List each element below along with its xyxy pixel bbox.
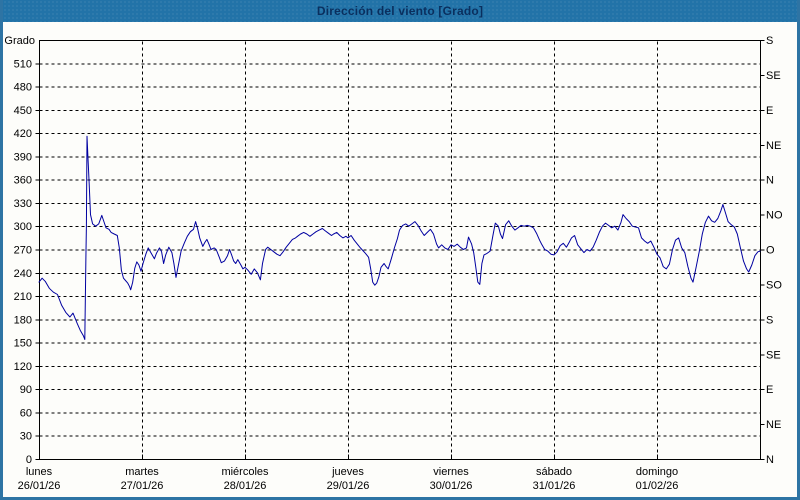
day-name-label: martes — [125, 466, 159, 478]
y-tick-label: 450 — [14, 105, 32, 117]
y-tick-label: 0 — [26, 454, 32, 466]
compass-label: SE — [766, 349, 781, 361]
day-date-label: 29/01/26 — [327, 480, 370, 492]
y-tick-label: 120 — [14, 361, 32, 373]
day-name-label: domingo — [636, 466, 678, 478]
compass-label: E — [766, 384, 773, 396]
day-date-label: 31/01/26 — [533, 480, 576, 492]
y-tick-label: 360 — [14, 175, 32, 187]
wind-series-line — [38, 135, 761, 340]
compass-label: SE — [766, 70, 781, 82]
y-tick-label: 210 — [14, 291, 32, 303]
day-date-label: 26/01/26 — [18, 480, 61, 492]
day-date-label: 30/01/26 — [430, 480, 473, 492]
chart-title: Dirección del viento [Grado] — [316, 4, 484, 18]
y-tick-label: 150 — [14, 338, 32, 350]
y-tick-label: 480 — [14, 82, 32, 94]
compass-label: N — [766, 454, 774, 466]
day-name-label: sábado — [536, 466, 572, 478]
compass-label: NE — [766, 140, 781, 152]
y-tick-label: 30 — [20, 431, 32, 443]
day-name-label: lunes — [26, 466, 53, 478]
compass-label: O — [766, 245, 775, 257]
compass-label: NE — [766, 419, 781, 431]
compass-label: N — [766, 175, 774, 187]
chart-area: 0 30 60 90 120 150 180 210 240 270 300 330 360 390 420… — [3, 22, 797, 497]
y-tick-label: 90 — [20, 384, 32, 396]
y-tick-label: 510 — [14, 58, 32, 70]
compass-label: E — [766, 105, 773, 117]
day-name-label: jueves — [331, 466, 364, 478]
chart-title-bar: Dirección del viento [Grado] — [3, 0, 797, 22]
y-tick-label: 420 — [14, 128, 32, 140]
day-date-label: 01/02/26 — [636, 480, 679, 492]
y-tick-label: 180 — [14, 314, 32, 326]
y-tick-label: 270 — [14, 245, 32, 257]
day-date-label: 27/01/26 — [121, 480, 164, 492]
grid-layer — [35, 40, 765, 460]
compass-label: S — [766, 35, 773, 47]
day-name-label: miércoles — [221, 466, 269, 478]
y-tick-label: 240 — [14, 268, 32, 280]
compass-label: SO — [766, 279, 782, 291]
y-tick-label: 300 — [14, 221, 32, 233]
compass-label: NO — [766, 210, 783, 222]
day-date-label: 28/01/26 — [224, 480, 267, 492]
wind-direction-chart: 0 30 60 90 120 150 180 210 240 270 300 330 360 390 420… — [4, 35, 783, 492]
plot-border — [39, 40, 761, 460]
y-tick-label: 390 — [14, 151, 32, 163]
y-tick-label: 60 — [20, 407, 32, 419]
compass-label: S — [766, 314, 773, 326]
y-tick-label: 330 — [14, 198, 32, 210]
y-axis-title: Grado — [4, 35, 35, 47]
day-name-label: viernes — [433, 466, 469, 478]
